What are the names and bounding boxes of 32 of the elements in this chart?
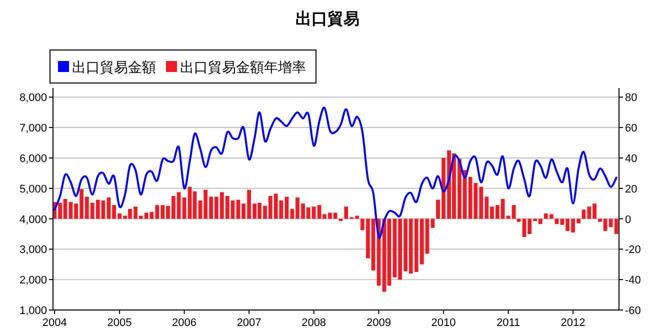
y2-tick-label: 60 — [625, 122, 638, 135]
bar — [506, 216, 510, 219]
y-tick-label: 4,000 — [19, 214, 47, 226]
y-tick-label: 8,000 — [19, 92, 47, 104]
y2-tick-label: 0 — [625, 214, 632, 226]
x-tick-label: 2007 — [236, 317, 262, 329]
bar — [512, 205, 516, 219]
legend-label: 出口貿易金額 — [72, 59, 156, 75]
y2-tick-label: -60 — [625, 305, 641, 317]
y2-tick-label: 80 — [625, 92, 638, 104]
y-tick-label: 7,000 — [19, 122, 47, 135]
y2-tick-label: -20 — [625, 244, 641, 256]
y2-tick-label: -40 — [625, 274, 641, 287]
x-tick-label: 2011 — [496, 317, 520, 329]
x-tick-label: 2004 — [42, 317, 67, 329]
y-tick-label: 3,000 — [19, 244, 47, 256]
x-tick-label: 2009 — [366, 317, 392, 329]
x-tick-label: 2008 — [302, 317, 326, 329]
x-tick-label: 2006 — [172, 317, 197, 329]
bar — [182, 197, 186, 219]
y-tick-label: 5,000 — [19, 183, 47, 196]
y-tick-label: 6,000 — [19, 152, 47, 165]
legend-label: 出口貿易金額年增率 — [180, 59, 306, 75]
y2-tick-label: 20 — [625, 183, 638, 196]
line-series — [54, 106, 618, 238]
y-tick-label: 2,000 — [19, 274, 47, 287]
x-tick-label: 2005 — [107, 317, 132, 329]
chart-title: 出口貿易 — [296, 10, 360, 28]
y2-tick-label: 40 — [625, 152, 638, 165]
y-tick-label: 1,000 — [19, 305, 47, 317]
x-tick-label: 2012 — [560, 317, 586, 329]
x-tick-label: 2010 — [431, 317, 456, 329]
